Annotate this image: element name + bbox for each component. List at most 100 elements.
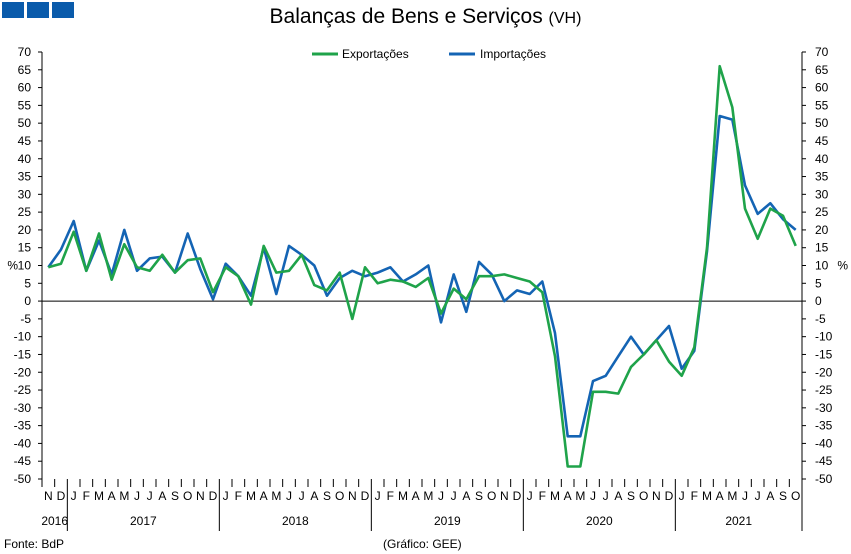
x-tick-label: J [755, 489, 761, 503]
y-tick-label-left: 0 [24, 294, 31, 308]
x-tick-label: N [348, 489, 357, 503]
y-tick-label-right: 60 [815, 81, 829, 95]
y-tick-label-right: 15 [815, 241, 829, 255]
x-tick-label: J [451, 489, 457, 503]
x-tick-label: O [183, 489, 192, 503]
y-tick-label-left: 20 [18, 223, 32, 237]
y-tick-label-right: 55 [815, 98, 829, 112]
y-tick-label-right: 5 [815, 276, 822, 290]
y-tick-label-right: -35 [815, 419, 833, 433]
x-tick-label: A [766, 489, 774, 503]
y-axis-label-left: % [7, 259, 18, 273]
x-tick-label: J [375, 489, 381, 503]
y-tick-label-left: 55 [18, 98, 32, 112]
x-tick-label: O [335, 489, 344, 503]
y-tick-label-left: 70 [18, 45, 32, 59]
year-label: 2020 [586, 514, 613, 528]
year-label: 2021 [725, 514, 752, 528]
y-tick-label-left: 40 [18, 152, 32, 166]
x-tick-label: D [665, 489, 674, 503]
x-tick-label: O [639, 489, 648, 503]
y-tick-label-left: 45 [18, 134, 32, 148]
series-layer [47, 64, 797, 468]
y-tick-label-right: 25 [815, 205, 829, 219]
legend-label-imports: Importações [480, 47, 546, 61]
x-tick-label: M [398, 489, 408, 503]
x-tick-label: J [742, 489, 748, 503]
x-tick-label: J [527, 489, 533, 503]
x-tick-label: M [702, 489, 712, 503]
x-tick-label: D [209, 489, 218, 503]
legend: Exportações Importações [312, 47, 546, 61]
year-label: 2016 [41, 514, 68, 528]
x-tick-label: N [500, 489, 509, 503]
x-tick-label: M [119, 489, 129, 503]
x-tick-label: J [223, 489, 229, 503]
y-tick-label-left: 5 [24, 276, 31, 290]
y-tick-label-right: 65 [815, 63, 829, 77]
x-tick-label: O [487, 489, 496, 503]
legend-label-exports: Exportações [342, 47, 409, 61]
x-tick-label: F [539, 489, 546, 503]
brand-logo [2, 2, 74, 18]
x-tick-label: M [423, 489, 433, 503]
chart-title-text: Balanças de Bens e Serviços [269, 5, 543, 28]
x-tick-label: O [791, 489, 800, 503]
x-tick-label: D [513, 489, 522, 503]
x-tick-label: J [438, 489, 444, 503]
y-tick-label-left: 25 [18, 205, 32, 219]
y-tick-label-left: 65 [18, 63, 32, 77]
x-tick-label: A [412, 489, 420, 503]
x-tick-label: F [83, 489, 90, 503]
y-tick-label-right: 40 [815, 152, 829, 166]
year-label: 2017 [130, 514, 157, 528]
y-tick-label-left: -45 [14, 454, 32, 468]
x-tick-label: D [57, 489, 66, 503]
y-tick-label-left: -40 [14, 436, 32, 450]
x-tick-label: A [614, 489, 622, 503]
x-tick-label: M [246, 489, 256, 503]
x-tick-label: M [550, 489, 560, 503]
year-label: 2018 [282, 514, 309, 528]
series-line-imports [47, 114, 797, 438]
x-tick-label: M [727, 489, 737, 503]
y-tick-label-right: -10 [815, 330, 833, 344]
x-tick-label: N [196, 489, 205, 503]
x-tick-label: J [71, 489, 77, 503]
y-tick-label-right: -30 [815, 401, 833, 415]
y-tick-label-left: -20 [14, 365, 32, 379]
chart-title-unit: (VH) [548, 10, 582, 27]
year-label: 2019 [434, 514, 461, 528]
x-tick-label: J [603, 489, 609, 503]
x-tick-label: J [147, 489, 153, 503]
y-tick-label-right: 0 [815, 294, 822, 308]
x-tick-label: D [361, 489, 370, 503]
x-tick-label: M [94, 489, 104, 503]
y-tick-label-right: 20 [815, 223, 829, 237]
x-tick-label: J [590, 489, 596, 503]
y-tick-label-left: 50 [18, 116, 32, 130]
chart-title: Balanças de Bens e Serviços (VH) [0, 5, 851, 29]
credit-note: (Gráfico: GEE) [383, 537, 462, 551]
x-tick-label: A [158, 489, 166, 503]
y-tick-label-left: 30 [18, 187, 32, 201]
x-tick-label: J [679, 489, 685, 503]
x-tick-label: A [564, 489, 572, 503]
x-tick-label: F [235, 489, 242, 503]
y-tick-label-right: 30 [815, 187, 829, 201]
x-tick-label: N [44, 489, 53, 503]
y-tick-label-right: -45 [815, 454, 833, 468]
y-tick-label-left: -15 [14, 347, 32, 361]
y-tick-label-left: -30 [14, 401, 32, 415]
y-tick-label-left: 60 [18, 81, 32, 95]
y-tick-label-right: -15 [815, 347, 833, 361]
y-tick-label-right: -50 [815, 472, 833, 486]
y-tick-label-left: -35 [14, 419, 32, 433]
x-tick-label: S [323, 489, 331, 503]
series-line-exports [47, 64, 797, 468]
y-axis-label-right: % [837, 259, 848, 273]
x-tick-label: M [271, 489, 281, 503]
x-tick-label: A [260, 489, 268, 503]
y-tick-label-left: -10 [14, 330, 32, 344]
